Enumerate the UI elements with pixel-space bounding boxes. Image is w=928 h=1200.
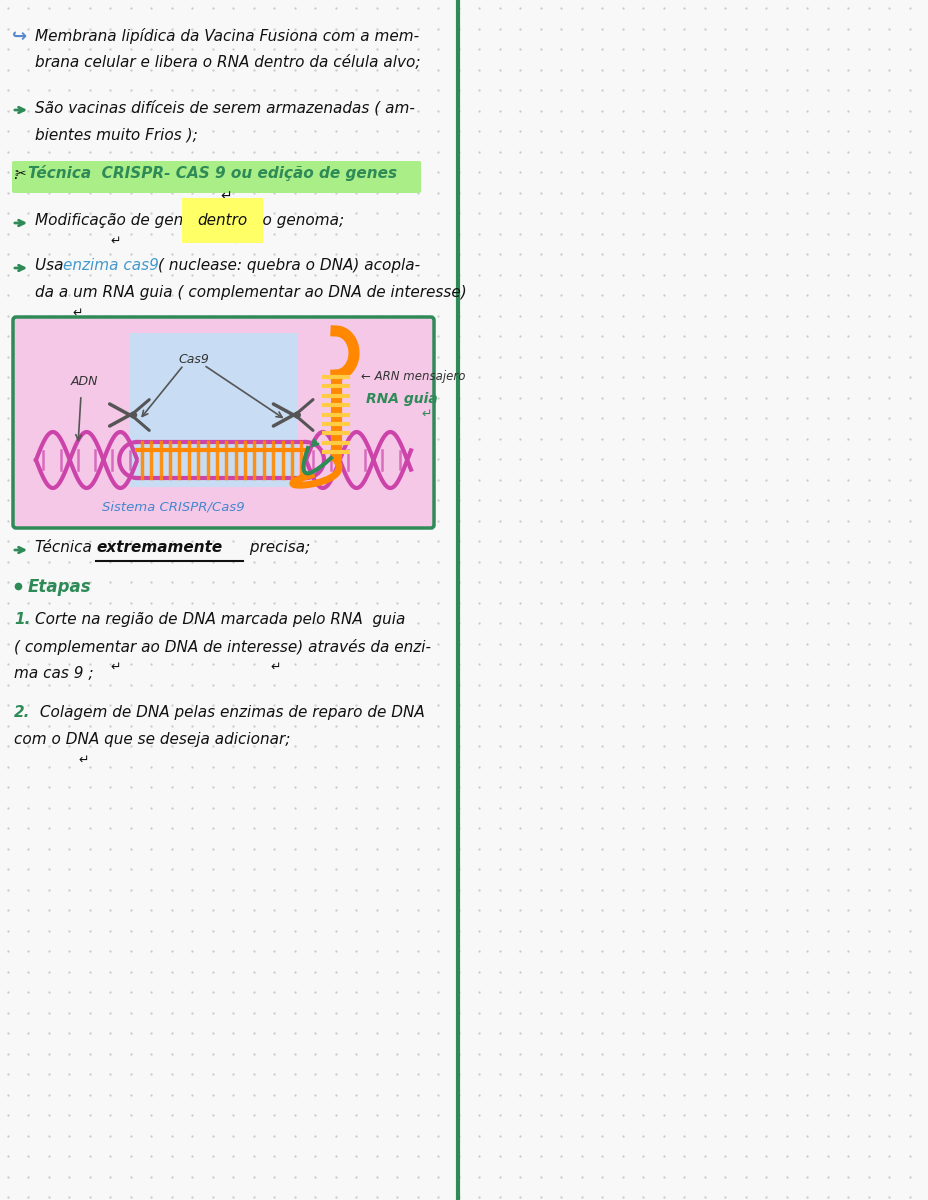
Text: extremamente: extremamente <box>96 540 222 554</box>
Text: ↵: ↵ <box>270 661 280 674</box>
Text: do genoma;: do genoma; <box>248 214 343 228</box>
Text: 2.: 2. <box>14 704 31 720</box>
FancyBboxPatch shape <box>12 161 420 193</box>
Text: ↵: ↵ <box>110 235 121 248</box>
Text: ✂: ✂ <box>14 167 26 181</box>
Text: precisa;: precisa; <box>245 540 310 554</box>
Text: Etapas: Etapas <box>28 578 92 596</box>
Text: ( complementar ao DNA de interesse) através da enzi-: ( complementar ao DNA de interesse) atra… <box>14 638 431 655</box>
Text: dentro: dentro <box>197 214 247 228</box>
Text: ← ARN mensajero: ← ARN mensajero <box>361 370 465 383</box>
Text: Técnica  CRISPR- CAS 9 ou edição de genes: Técnica CRISPR- CAS 9 ou edição de genes <box>28 164 396 181</box>
Text: ADN: ADN <box>71 374 98 388</box>
Text: ↵: ↵ <box>232 235 242 248</box>
Text: com o DNA que se deseja adicionar;: com o DNA que se deseja adicionar; <box>14 732 290 746</box>
Text: São vacinas difíceis de serem armazenadas ( am-: São vacinas difíceis de serem armazenada… <box>35 100 415 115</box>
Text: RNA guia: RNA guia <box>366 392 437 406</box>
Text: ↵: ↵ <box>220 188 231 203</box>
Text: da a um RNA guia ( complementar ao DNA de interesse): da a um RNA guia ( complementar ao DNA d… <box>35 284 466 300</box>
Circle shape <box>131 413 136 418</box>
Text: bientes muito Frios );: bientes muito Frios ); <box>35 127 198 142</box>
FancyBboxPatch shape <box>13 317 433 528</box>
Text: Colagem de DNA pelas enzimas de reparo de DNA: Colagem de DNA pelas enzimas de reparo d… <box>35 704 424 720</box>
Text: Cas9: Cas9 <box>178 353 209 366</box>
Text: Sistema CRISPR/Cas9: Sistema CRISPR/Cas9 <box>102 500 245 514</box>
Text: Corte na região de DNA marcada pelo RNA  guia: Corte na região de DNA marcada pelo RNA … <box>35 612 405 626</box>
Text: Modificação de genes: Modificação de genes <box>35 214 205 228</box>
Text: Técnica: Técnica <box>35 540 97 554</box>
Text: Usa: Usa <box>35 258 69 272</box>
Text: ( nuclease: quebra o DNA) acopla-: ( nuclease: quebra o DNA) acopla- <box>158 258 419 272</box>
Text: ↵: ↵ <box>78 754 88 767</box>
Text: ↵: ↵ <box>110 661 121 674</box>
Text: ↪: ↪ <box>12 28 27 46</box>
FancyBboxPatch shape <box>129 332 298 487</box>
Text: .: . <box>14 167 24 182</box>
Text: ↵: ↵ <box>420 408 431 421</box>
Circle shape <box>295 413 300 418</box>
Text: enzima cas9: enzima cas9 <box>63 258 159 272</box>
Text: brana celular e libera o RNA dentro da célula alvo;: brana celular e libera o RNA dentro da c… <box>35 55 420 70</box>
Text: ma cas 9 ;: ma cas 9 ; <box>14 666 94 680</box>
Text: ↵: ↵ <box>72 307 83 320</box>
Text: 1.: 1. <box>14 612 31 626</box>
Text: Membrana lipídica da Vacina Fusiona com a mem-: Membrana lipídica da Vacina Fusiona com … <box>35 28 419 44</box>
